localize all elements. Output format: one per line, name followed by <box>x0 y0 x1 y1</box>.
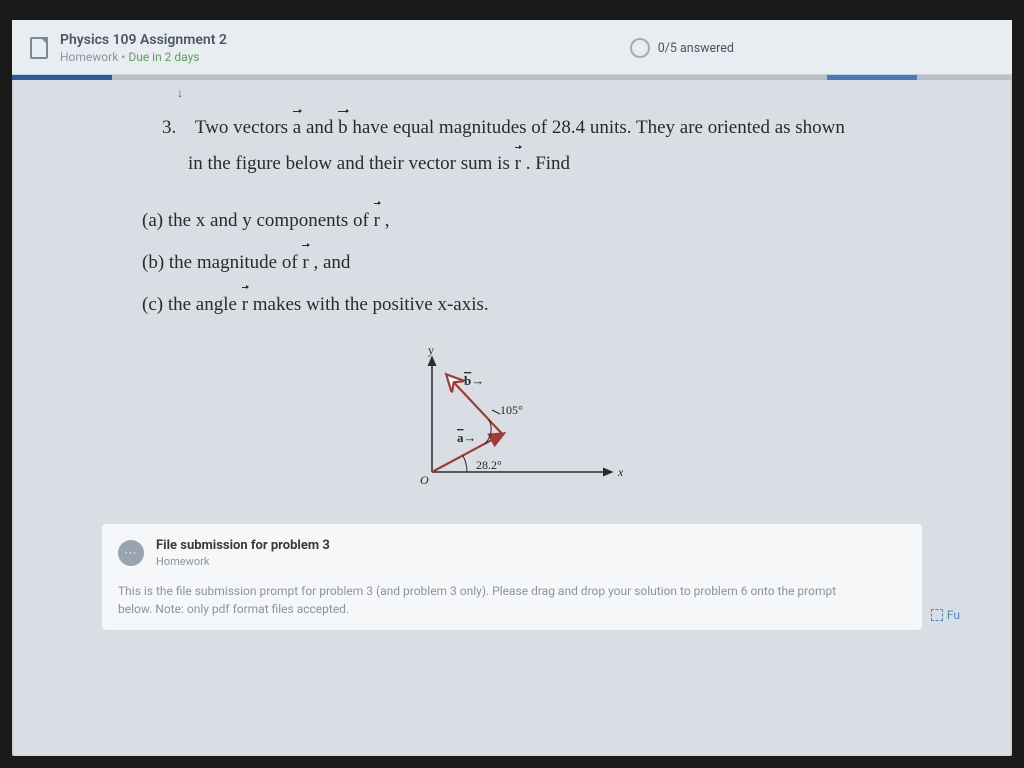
part-c: (c) the angle r makes with the positive … <box>142 284 922 326</box>
part-b-label: (b) <box>142 252 164 273</box>
q-line2-suffix: . Find <box>526 153 570 174</box>
submission-desc-l1: This is the file submission prompt for p… <box>118 584 836 598</box>
figure-svg: y x O a→ b→ 28.2° 105° <box>382 342 642 492</box>
content: ↓ 3. Two vectors a and b have equal magn… <box>12 80 1012 630</box>
submission-titles: File submission for problem 3 Homework <box>156 538 906 568</box>
answered-text: 0/5 answered <box>658 41 734 56</box>
progress-cursor <box>827 75 917 80</box>
part-b-suffix: , and <box>313 252 350 273</box>
header-titles: Physics 109 Assignment 2 Homework • Due … <box>60 32 618 64</box>
part-c-suffix: makes with the positive x-axis. <box>253 294 489 315</box>
q-line2-prefix: in the figure below and their vector sum… <box>188 153 515 174</box>
q-line1-prefix: Two vectors <box>195 117 293 138</box>
part-a-vec: r <box>374 202 380 240</box>
header: Physics 109 Assignment 2 Homework • Due … <box>12 20 1012 75</box>
part-a-prefix: the x and y components of <box>168 210 374 231</box>
part-a-suffix: , <box>385 210 390 231</box>
vector-r: r <box>515 146 521 182</box>
assignment-screen: Physics 109 Assignment 2 Homework • Due … <box>12 20 1012 756</box>
part-b-vec: r <box>302 244 308 282</box>
submission-type: Homework <box>156 555 906 568</box>
y-axis-label: y <box>428 343 434 357</box>
vector-b: b <box>338 110 348 146</box>
progress-bar[interactable] <box>12 75 1012 80</box>
angle-105-label: 105° <box>500 403 523 417</box>
submission-desc-l2: below. Note: only pdf format files accep… <box>118 602 349 616</box>
q-line1-mid: and <box>306 117 338 138</box>
q-line1-suffix: have equal magnitudes of 28.4 units. The… <box>352 117 844 138</box>
angle-28-label: 28.2° <box>476 458 502 472</box>
part-a-label: (a) <box>142 210 163 231</box>
expand-icon <box>931 609 943 621</box>
assignment-type: Homework <box>60 50 118 64</box>
part-c-prefix: the angle <box>168 294 242 315</box>
submission-header: ··· File submission for problem 3 Homewo… <box>118 538 906 568</box>
vector-figure: y x O a→ b→ 28.2° 105° <box>102 326 922 496</box>
vector-a: a <box>293 110 301 146</box>
progress-circle-icon <box>630 38 650 58</box>
assignment-title: Physics 109 Assignment 2 <box>60 32 618 48</box>
part-a: (a) the x and y components of r , <box>142 200 922 242</box>
submission-desc: This is the file submission prompt for p… <box>118 582 906 618</box>
fullscreen-text: Fu <box>947 608 960 622</box>
part-b: (b) the magnitude of r , and <box>142 242 922 284</box>
question-text: 3. Two vectors a and b have equal magnit… <box>102 110 922 182</box>
file-submission-box[interactable]: ··· File submission for problem 3 Homewo… <box>102 524 922 630</box>
progress-fill <box>12 75 112 80</box>
answered-counter: 0/5 answered <box>630 38 734 58</box>
part-b-prefix: the magnitude of <box>169 252 303 273</box>
fig-vec-b-label: b→ <box>464 373 484 388</box>
part-c-label: (c) <box>142 294 163 315</box>
x-axis-label: x <box>617 465 624 479</box>
fullscreen-link[interactable]: Fu <box>931 608 960 622</box>
origin-label: O <box>420 473 429 487</box>
due-label: Due in 2 days <box>128 50 199 64</box>
question-number: 3. <box>162 117 176 138</box>
submission-badge-icon: ··· <box>118 540 144 566</box>
fig-vec-a-label: a→ <box>457 430 477 445</box>
assignment-sub: Homework • Due in 2 days <box>60 50 618 64</box>
document-icon <box>30 37 48 59</box>
submission-title: File submission for problem 3 <box>156 538 906 553</box>
question-parts: (a) the x and y components of r , (b) th… <box>102 182 922 326</box>
part-c-vec: r <box>242 286 248 324</box>
small-marker: ↓ <box>102 80 922 110</box>
